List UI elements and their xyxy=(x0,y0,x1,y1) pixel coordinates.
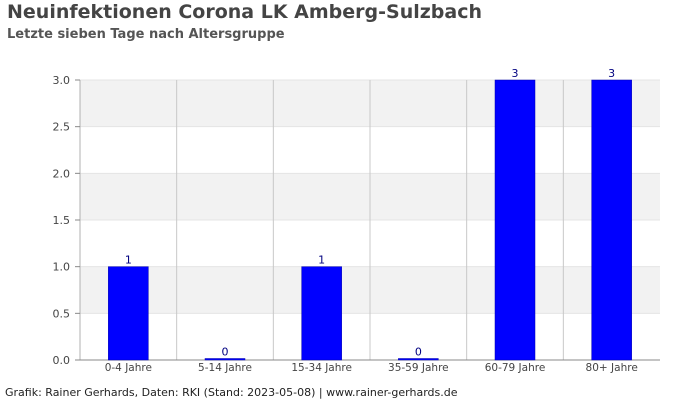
x-tick-label: 80+ Jahre xyxy=(586,362,638,374)
x-tick-label: 5-14 Jahre xyxy=(198,362,252,374)
x-tick-label: 15-34 Jahre xyxy=(291,362,352,374)
bar xyxy=(398,358,439,361)
x-tick-label: 60-79 Jahre xyxy=(485,362,546,374)
bar xyxy=(494,79,536,361)
y-tick-label: 0.5 xyxy=(53,307,71,320)
source-footer: Grafik: Rainer Gerhards, Daten: RKI (Sta… xyxy=(5,386,458,399)
bar xyxy=(204,358,246,361)
y-tick-label: 2.5 xyxy=(53,121,71,134)
bar xyxy=(301,266,342,361)
data-label: 3 xyxy=(608,67,615,80)
bar xyxy=(591,79,632,361)
bar xyxy=(108,266,149,361)
data-label: 3 xyxy=(512,67,519,80)
y-tick-label: 2.0 xyxy=(53,167,71,180)
x-tick-label: 0-4 Jahre xyxy=(105,362,152,374)
data-label: 0 xyxy=(222,346,229,359)
chart-title: Neuinfektionen Corona LK Amberg-Sulzbach xyxy=(7,1,483,23)
y-tick-label: 1.5 xyxy=(53,214,71,227)
x-tick-label: 35-59 Jahre xyxy=(388,362,449,374)
chart-subtitle: Letzte sieben Tage nach Altersgruppe xyxy=(7,27,285,42)
y-tick-label: 3.0 xyxy=(53,74,71,87)
data-label: 1 xyxy=(318,254,325,267)
data-label: 1 xyxy=(125,254,132,267)
data-label: 0 xyxy=(415,346,422,359)
y-tick-label: 1.0 xyxy=(53,261,71,274)
y-tick-label: 0.0 xyxy=(53,354,71,367)
